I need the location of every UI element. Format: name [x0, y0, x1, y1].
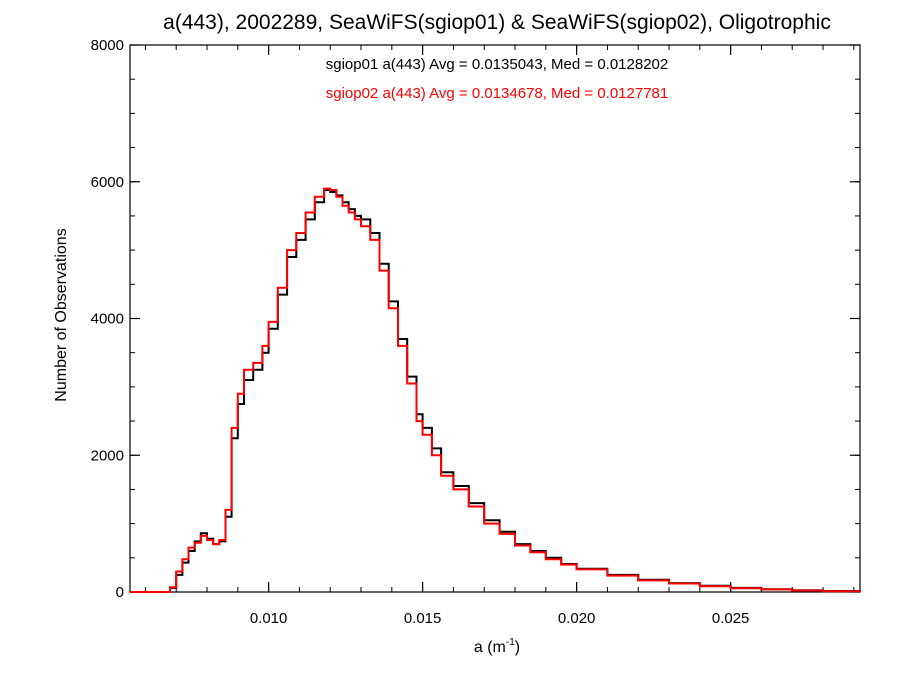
y-tick-label: 8000 [91, 37, 124, 54]
major-ticks [130, 44, 860, 593]
x-tick-label: 0.010 [250, 610, 288, 627]
series-layer [130, 187, 861, 593]
y-tick-label: 0 [116, 584, 124, 601]
x-axis-label-sup: -1 [506, 637, 515, 648]
y-tick-label: 2000 [91, 447, 124, 464]
minor-ticks [130, 44, 860, 593]
x-tick-label: 0.015 [404, 610, 442, 627]
x-axis-label-base: a (m [474, 639, 506, 656]
x-tick-label: 0.025 [712, 610, 750, 627]
series-sgiop02-line [130, 187, 861, 593]
annotation-sgiop01: sgiop01 a(443) Avg = 0.0135043, Med = 0.… [326, 56, 669, 73]
annotation-sgiop02: sgiop02 a(443) Avg = 0.0134678, Med = 0.… [326, 85, 669, 102]
y-tick-labels: 0 2000 4000 6000 8000 [91, 37, 124, 601]
x-axis-label: a (m-1) [474, 637, 520, 656]
x-axis-label-close: ) [515, 639, 520, 656]
y-tick-label: 6000 [91, 174, 124, 191]
chart-title: a(443), 2002289, SeaWiFS(sgiop01) & SeaW… [163, 11, 831, 34]
series-sgiop01-line [130, 189, 861, 593]
y-tick-label: 4000 [91, 311, 124, 328]
plot-frame [129, 44, 861, 593]
x-tick-labels: 0.010 0.015 0.020 0.025 [250, 610, 750, 627]
x-tick-label: 0.020 [558, 610, 596, 627]
y-axis-label: Number of Observations [53, 228, 70, 401]
